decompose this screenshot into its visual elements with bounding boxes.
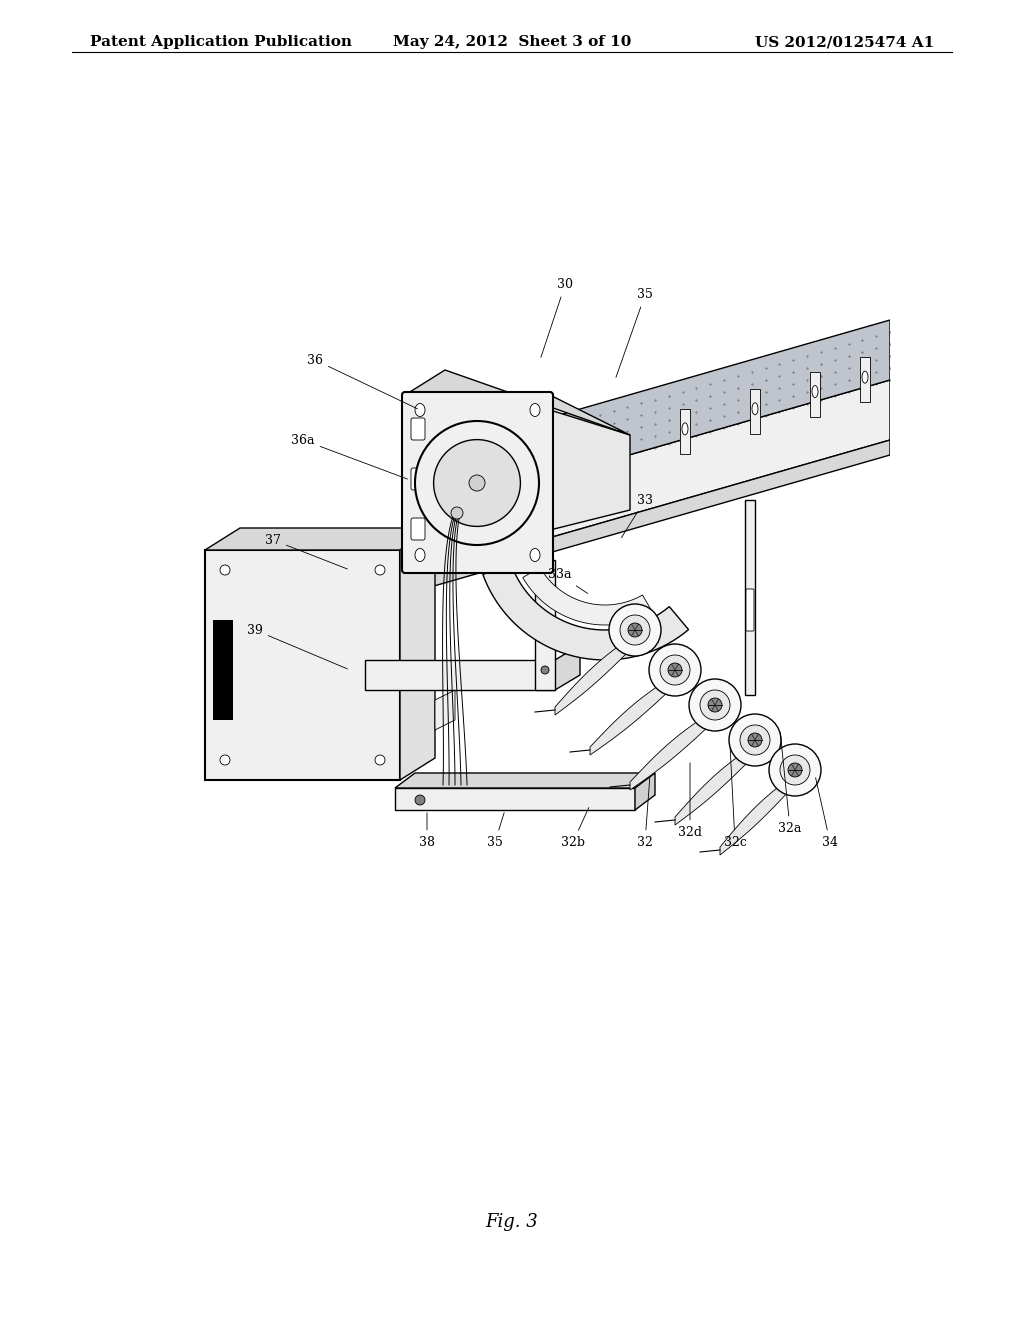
Polygon shape [535,560,555,690]
Polygon shape [205,550,400,780]
Ellipse shape [620,615,650,645]
Polygon shape [395,788,635,810]
Ellipse shape [780,755,810,785]
Text: 38: 38 [419,813,435,849]
Text: 32: 32 [637,777,653,849]
Ellipse shape [451,507,463,519]
Polygon shape [555,645,580,690]
Ellipse shape [530,404,540,417]
Polygon shape [810,371,820,417]
Polygon shape [406,370,630,436]
Text: 35: 35 [487,813,504,849]
Ellipse shape [708,698,722,711]
Text: 36a: 36a [291,433,408,479]
Ellipse shape [689,678,741,731]
Polygon shape [555,638,630,715]
Polygon shape [420,319,890,515]
FancyBboxPatch shape [411,418,425,440]
Text: 32c: 32c [724,747,746,849]
Polygon shape [745,500,755,696]
Text: 34: 34 [815,777,838,849]
Text: Patent Application Publication: Patent Application Publication [90,36,352,49]
Polygon shape [395,774,655,788]
Polygon shape [860,358,870,403]
Ellipse shape [415,421,539,545]
FancyBboxPatch shape [411,517,425,540]
Ellipse shape [660,655,690,685]
Ellipse shape [668,663,682,677]
Ellipse shape [469,475,485,491]
Text: 39: 39 [247,623,347,669]
Ellipse shape [609,605,662,656]
Ellipse shape [700,690,730,719]
Text: 32d: 32d [678,763,702,838]
Ellipse shape [649,644,701,696]
Ellipse shape [862,371,868,383]
Ellipse shape [628,623,642,638]
Polygon shape [635,774,655,810]
Polygon shape [522,568,652,624]
Ellipse shape [769,744,821,796]
Ellipse shape [748,733,762,747]
Ellipse shape [415,404,425,417]
Polygon shape [720,777,790,855]
Ellipse shape [541,667,549,675]
Text: 32b: 32b [561,808,589,849]
Text: May 24, 2012  Sheet 3 of 10: May 24, 2012 Sheet 3 of 10 [393,36,631,49]
Ellipse shape [415,549,425,561]
Polygon shape [435,690,455,730]
Ellipse shape [752,403,758,414]
Ellipse shape [788,763,802,777]
Ellipse shape [812,385,818,397]
Ellipse shape [375,565,385,576]
Ellipse shape [682,422,688,434]
Polygon shape [590,678,670,755]
Text: 37: 37 [265,533,347,569]
Text: 32a: 32a [778,733,802,834]
Text: 30: 30 [541,279,573,358]
FancyBboxPatch shape [402,392,553,573]
Ellipse shape [375,755,385,766]
Ellipse shape [740,725,770,755]
Polygon shape [630,713,710,789]
FancyBboxPatch shape [411,469,425,490]
Polygon shape [550,411,630,531]
Polygon shape [420,380,890,576]
Text: 36: 36 [307,354,418,409]
Polygon shape [205,528,435,550]
Polygon shape [400,528,435,780]
FancyBboxPatch shape [746,589,754,631]
Text: Fig. 3: Fig. 3 [485,1213,539,1232]
Ellipse shape [220,565,230,576]
Polygon shape [680,409,690,454]
Ellipse shape [220,755,230,766]
Ellipse shape [415,795,425,805]
Text: US 2012/0125474 A1: US 2012/0125474 A1 [755,36,934,49]
Polygon shape [213,620,233,719]
Ellipse shape [433,440,520,527]
Text: 35: 35 [615,289,653,378]
Polygon shape [483,564,688,660]
Ellipse shape [530,549,540,561]
Polygon shape [675,748,750,825]
Text: 33: 33 [622,494,653,537]
Polygon shape [420,440,890,590]
Ellipse shape [729,714,781,766]
Text: 33a: 33a [548,569,588,594]
Polygon shape [365,660,555,690]
Polygon shape [750,389,760,434]
